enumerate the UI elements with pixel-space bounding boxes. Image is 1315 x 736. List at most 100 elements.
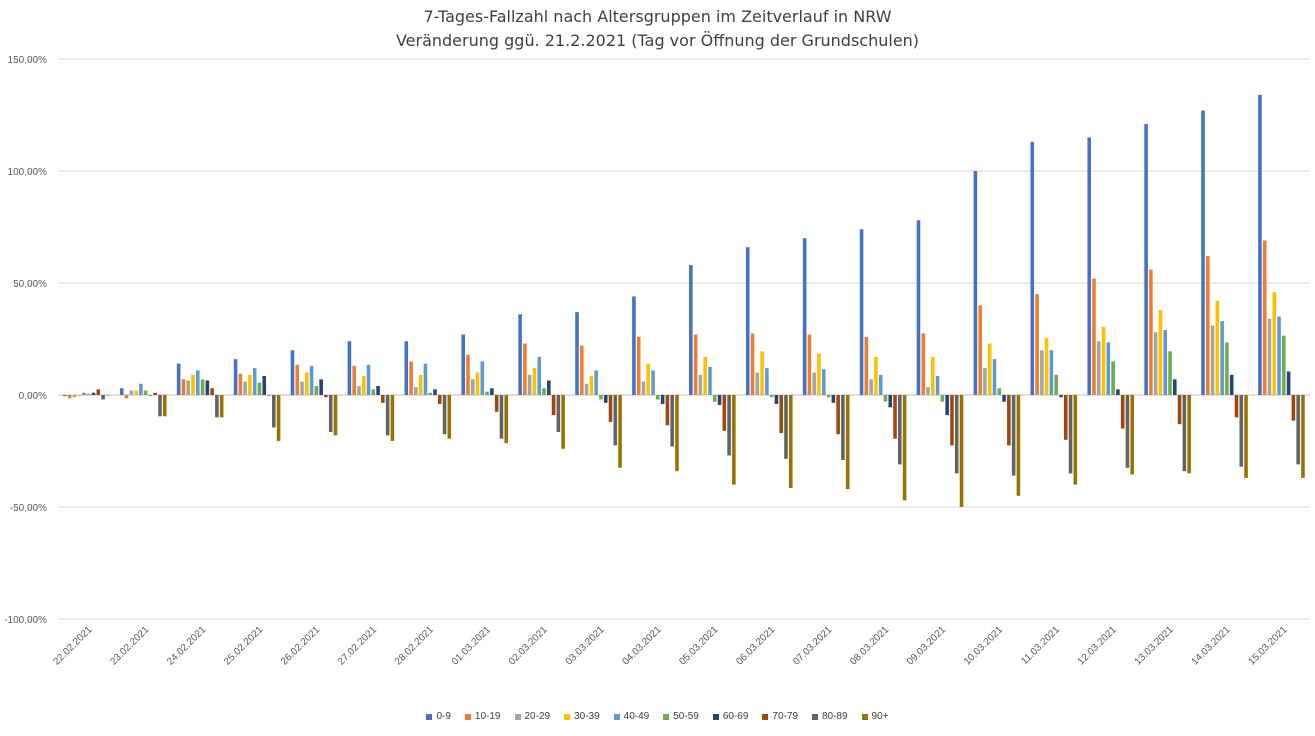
bar bbox=[732, 395, 736, 485]
bar bbox=[769, 395, 774, 398]
bar bbox=[1153, 332, 1158, 395]
bar bbox=[1016, 395, 1021, 496]
x-tick-label: 14.03.2021 bbox=[1190, 624, 1233, 667]
bar bbox=[836, 395, 840, 435]
legend-item: 30-39 bbox=[564, 711, 600, 722]
bar bbox=[129, 390, 134, 395]
bar bbox=[257, 382, 262, 395]
bar bbox=[252, 368, 257, 395]
bar bbox=[475, 372, 480, 395]
bar bbox=[219, 395, 224, 418]
bar bbox=[357, 386, 361, 395]
bar bbox=[205, 380, 210, 395]
bar bbox=[186, 380, 191, 395]
bar bbox=[987, 343, 992, 395]
bar bbox=[1120, 395, 1125, 429]
bar bbox=[997, 388, 1002, 395]
bar bbox=[148, 395, 153, 396]
bar bbox=[940, 395, 945, 402]
bar bbox=[755, 372, 760, 395]
bar bbox=[428, 392, 432, 395]
bar bbox=[580, 345, 584, 395]
bar bbox=[361, 375, 366, 395]
bar bbox=[1106, 342, 1111, 395]
bar bbox=[1096, 341, 1101, 395]
legend-swatch bbox=[861, 713, 868, 720]
bar bbox=[926, 387, 930, 395]
bar bbox=[1168, 351, 1172, 395]
bar bbox=[603, 395, 608, 403]
bar bbox=[1035, 294, 1039, 395]
bar bbox=[727, 395, 731, 456]
bar bbox=[869, 379, 873, 395]
bar bbox=[1059, 395, 1063, 398]
x-tick-label: 25.02.2021 bbox=[222, 624, 265, 667]
bar bbox=[978, 305, 982, 395]
bar bbox=[1286, 371, 1291, 395]
bar bbox=[888, 395, 893, 408]
bar bbox=[1007, 395, 1011, 446]
x-tick-label: 12.03.2021 bbox=[1076, 624, 1119, 667]
bar bbox=[262, 375, 267, 395]
x-tick-label: 05.03.2021 bbox=[677, 624, 720, 667]
bar bbox=[556, 395, 561, 432]
x-tick-label: 26.02.2021 bbox=[279, 624, 322, 667]
bar bbox=[176, 363, 181, 395]
legend-swatch bbox=[514, 713, 521, 720]
bar bbox=[82, 392, 86, 395]
bar bbox=[1277, 316, 1281, 395]
bar bbox=[210, 388, 214, 395]
bar bbox=[1229, 374, 1234, 395]
x-tick-label: 11.03.2021 bbox=[1019, 624, 1062, 667]
bar bbox=[983, 368, 987, 395]
bar bbox=[1244, 395, 1248, 478]
bar bbox=[101, 395, 105, 400]
legend-label: 60-69 bbox=[722, 711, 749, 722]
bar bbox=[139, 383, 143, 395]
bar bbox=[437, 395, 442, 404]
bar bbox=[670, 395, 674, 447]
bar bbox=[77, 395, 81, 397]
x-tick-label: 06.03.2021 bbox=[734, 624, 777, 667]
bar bbox=[523, 343, 527, 395]
bar bbox=[238, 373, 243, 395]
legend-swatch bbox=[426, 713, 433, 720]
bar bbox=[366, 364, 371, 395]
bar bbox=[788, 395, 793, 488]
y-tick-label: -50,00% bbox=[10, 503, 47, 514]
bar bbox=[67, 395, 72, 399]
bar bbox=[376, 386, 380, 395]
bar bbox=[1068, 395, 1073, 474]
bar bbox=[499, 395, 504, 439]
bar bbox=[935, 375, 940, 395]
bar bbox=[542, 388, 546, 395]
bar bbox=[1158, 309, 1163, 395]
bar bbox=[703, 356, 707, 395]
bar bbox=[745, 247, 750, 395]
bar bbox=[656, 395, 660, 400]
bar bbox=[324, 395, 328, 398]
bar bbox=[1182, 395, 1187, 472]
bar bbox=[575, 312, 579, 395]
bar bbox=[883, 395, 888, 402]
bar bbox=[1040, 350, 1044, 395]
bar bbox=[959, 395, 964, 507]
bar bbox=[1187, 395, 1191, 474]
x-tick-label: 02.03.2021 bbox=[507, 624, 550, 667]
legend-label: 80-89 bbox=[821, 711, 848, 722]
legend-item: 90+ bbox=[861, 711, 889, 722]
legend-label: 90+ bbox=[871, 711, 889, 722]
bar bbox=[195, 370, 200, 395]
bar bbox=[893, 395, 897, 439]
chart-subtitle: Veränderung ggü. 21.2.2021 (Tag vor Öffn… bbox=[395, 31, 920, 50]
bar bbox=[864, 336, 869, 395]
bar bbox=[96, 389, 101, 395]
legend-swatch bbox=[613, 713, 620, 720]
bar bbox=[328, 395, 333, 432]
x-tick-label: 10.03.2021 bbox=[962, 624, 1005, 667]
bar bbox=[243, 381, 247, 395]
bar bbox=[1173, 379, 1177, 395]
bar bbox=[831, 395, 836, 403]
legend-label: 30-39 bbox=[574, 711, 600, 722]
